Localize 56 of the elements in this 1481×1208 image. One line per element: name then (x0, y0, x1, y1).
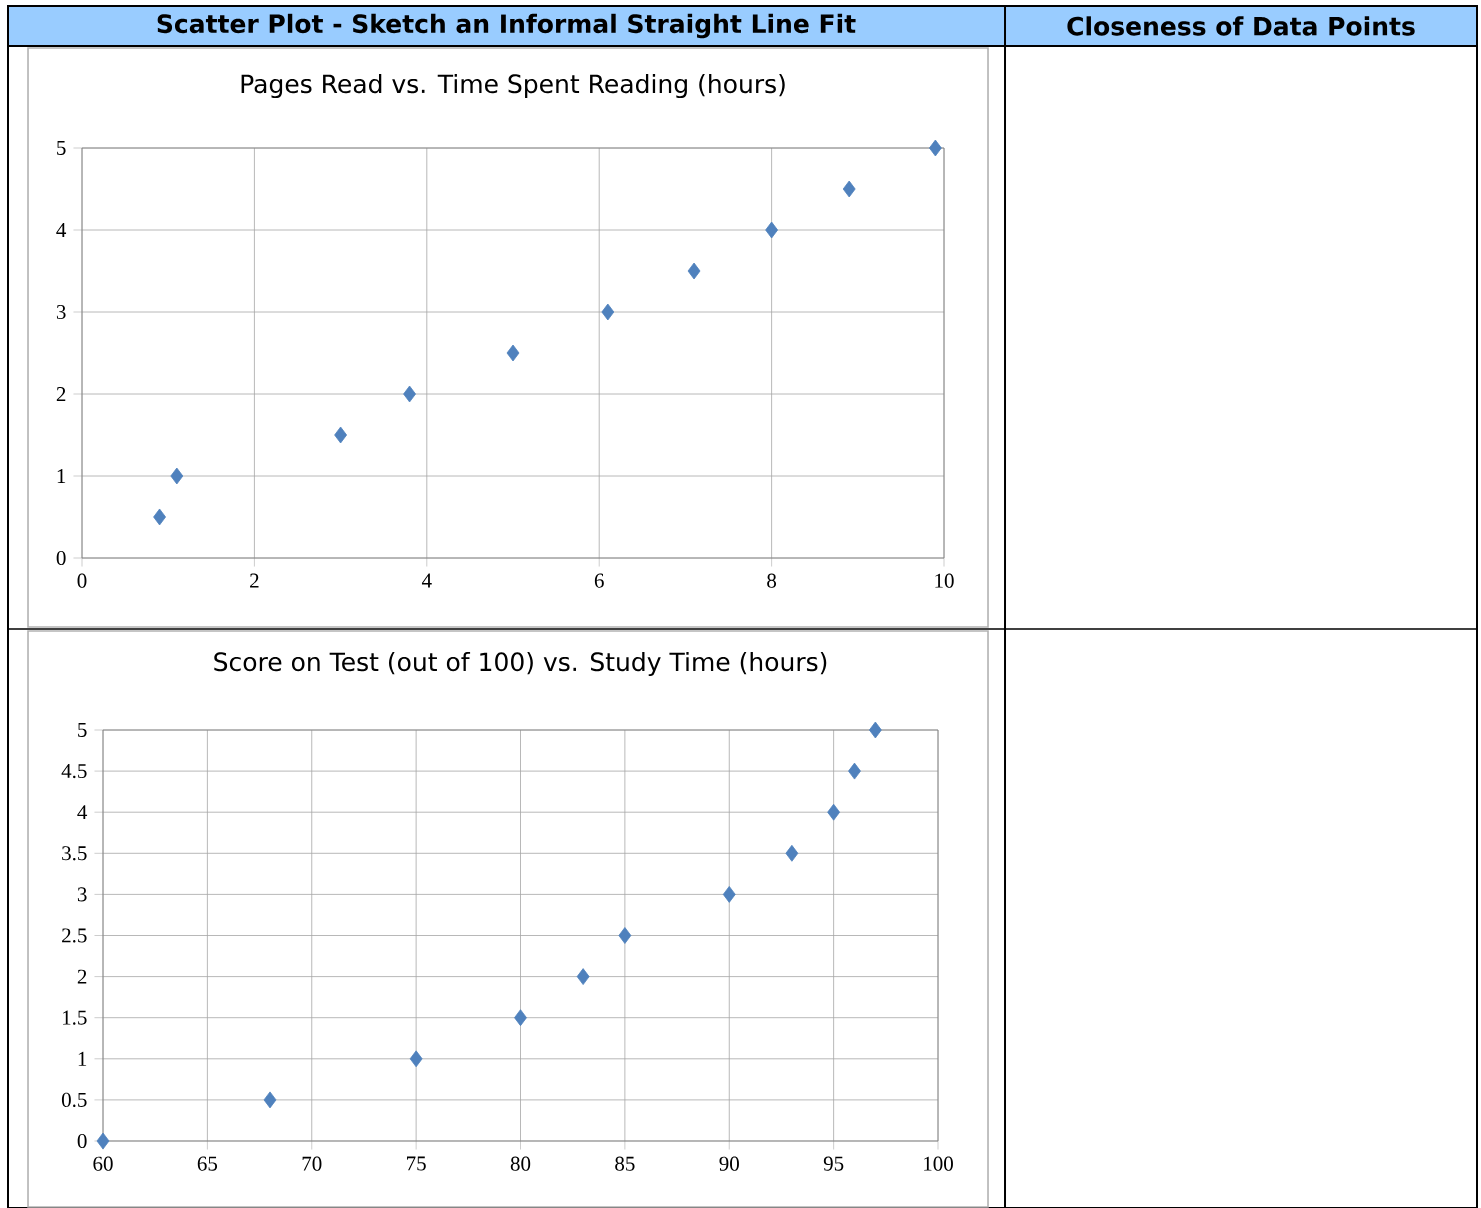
y-tick-label: 2.5 (62, 928, 87, 943)
point (403, 385, 416, 403)
point (96, 1132, 110, 1150)
y-tick-label: 2 (56, 387, 66, 401)
y-tick-label: 3 (56, 304, 66, 320)
y-tick-label: 2 (77, 969, 87, 984)
x-tick-label: 85 (615, 1156, 635, 1171)
text: Scatter Plot - Sketch an Informal Straight Line Fit (157, 13, 856, 39)
x-tick-label: 65 (197, 1156, 218, 1171)
point (827, 803, 841, 821)
point (576, 968, 590, 985)
text: Closeness of Data Points (1067, 16, 1415, 36)
y-tick-label: 4 (77, 805, 88, 820)
point (334, 426, 348, 444)
x-tick-label: 60 (93, 1156, 113, 1171)
point (785, 844, 799, 862)
point (409, 1050, 423, 1068)
x-tick-label: 4 (421, 573, 432, 588)
point (514, 1009, 527, 1027)
y-tick-label: 5 (78, 723, 87, 737)
x-tick-label: 80 (510, 1156, 531, 1171)
y-tick-label: 0 (77, 1133, 87, 1149)
y-tick-label: 3.5 (62, 846, 87, 861)
point (929, 139, 942, 157)
point (765, 221, 779, 239)
x-tick-label: 100 (924, 1156, 953, 1171)
x-tick-label: 10 (935, 573, 954, 588)
point (687, 262, 701, 280)
x-tick-label: 8 (767, 573, 777, 588)
point (868, 721, 882, 739)
point (263, 1091, 277, 1109)
chart-title: Score on Test (out of 100) vs. Study Time (hours) (214, 651, 827, 677)
y-tick-label: 0 (56, 550, 66, 566)
y-tick-label: 3 (77, 887, 87, 902)
point (722, 886, 736, 903)
y-tick-label: 5 (57, 141, 66, 155)
y-tick-label: 1 (57, 469, 66, 483)
y-tick-label: 4 (56, 223, 67, 237)
chart-title: Pages Read vs. Time Spent Reading (hours) (241, 73, 785, 99)
point (601, 303, 615, 321)
y-tick-label: 1.5 (63, 1010, 87, 1025)
y-tick-label: 4.5 (61, 764, 87, 779)
x-tick-label: 95 (823, 1156, 844, 1171)
x-tick-label: 2 (250, 573, 259, 588)
point (170, 467, 184, 485)
point (506, 344, 520, 362)
point (848, 762, 861, 780)
point (618, 927, 632, 944)
x-tick-label: 75 (407, 1156, 426, 1171)
y-tick-label: 0.5 (61, 1092, 87, 1108)
point (842, 180, 856, 198)
x-tick-label: 6 (594, 573, 604, 588)
x-tick-label: 90 (719, 1156, 739, 1171)
point (153, 508, 166, 526)
y-tick-label: 1 (78, 1051, 87, 1066)
x-tick-label: 70 (302, 1156, 322, 1171)
